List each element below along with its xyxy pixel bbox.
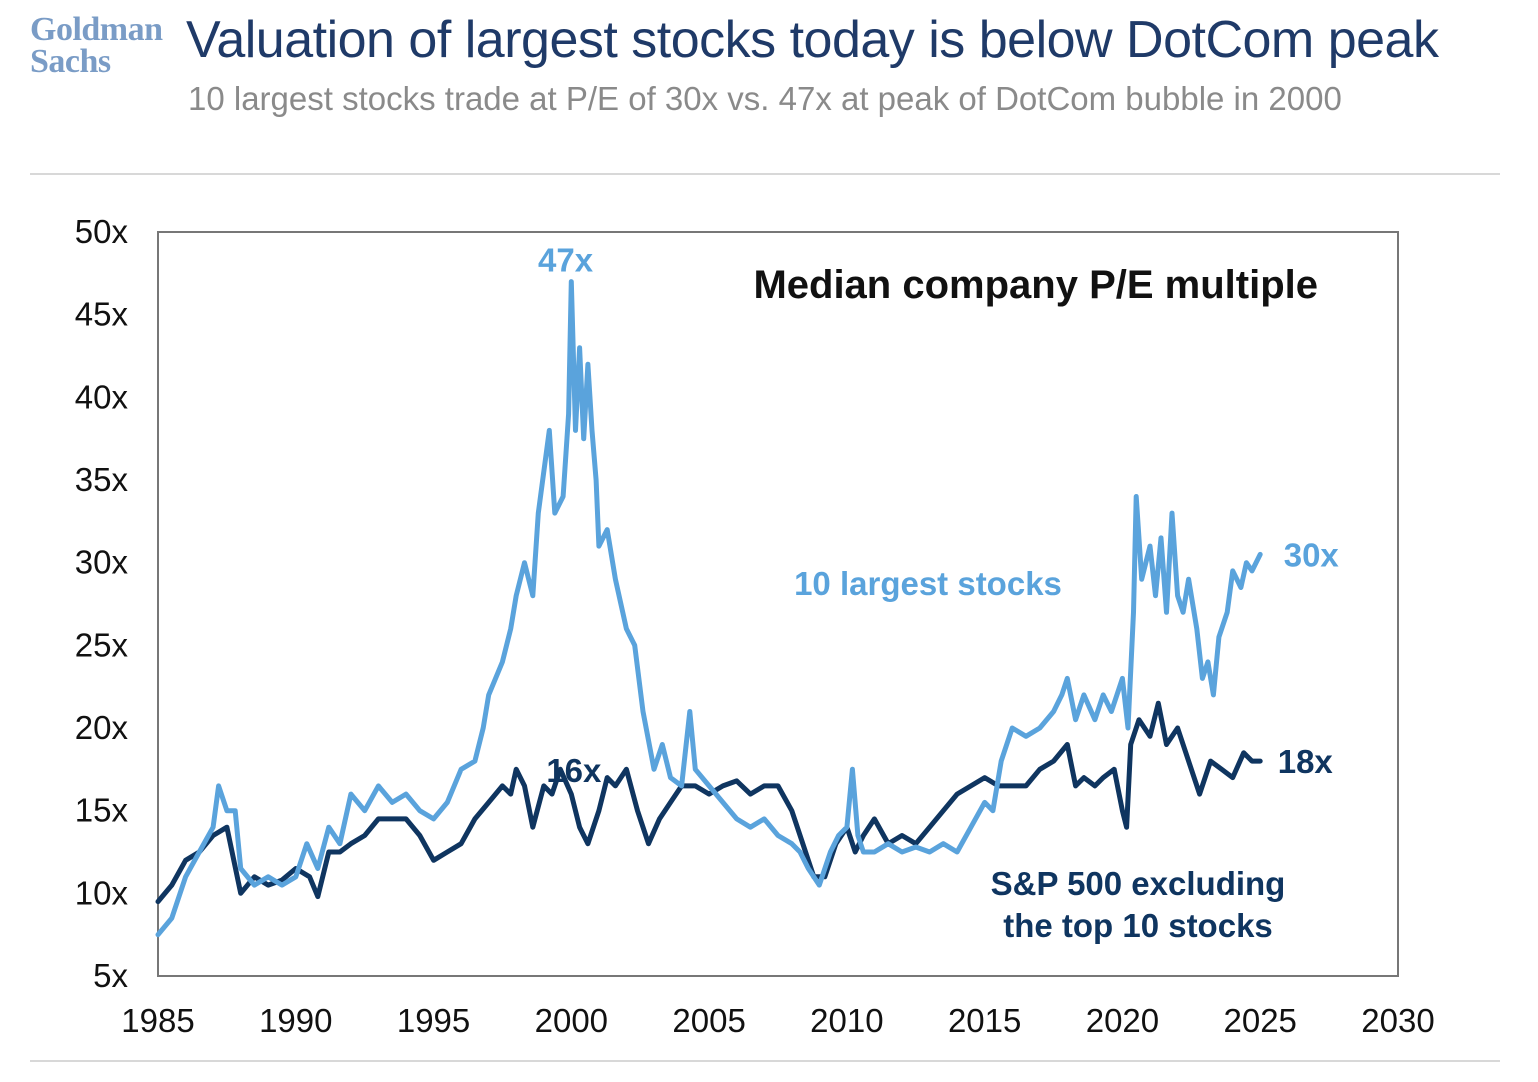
- x-tick-label: 1990: [259, 1002, 332, 1039]
- page-subtitle: 10 largest stocks trade at P/E of 30x vs…: [188, 80, 1342, 117]
- x-tick-label: 1985: [121, 1002, 194, 1039]
- series-labels: 10 largest stocks S&P 500 excluding the to…: [794, 565, 1285, 944]
- x-tick-label: 2030: [1361, 1002, 1434, 1039]
- value-annotation: 16x: [546, 752, 602, 789]
- bottom-divider: [30, 1060, 1500, 1062]
- x-tick-label: 2020: [1086, 1002, 1159, 1039]
- x-tick-label: 2005: [672, 1002, 745, 1039]
- y-tick-label: 35x: [75, 461, 129, 498]
- plot-frame: [157, 231, 1399, 977]
- y-tick-label: 40x: [75, 378, 129, 415]
- y-tick-label: 15x: [75, 792, 129, 829]
- x-tick-label: 2015: [948, 1002, 1021, 1039]
- value-annotations: 47x 16x 30x 18x: [538, 242, 1339, 789]
- x-tick-label: 2010: [810, 1002, 883, 1039]
- y-tick-label: 10x: [75, 874, 129, 911]
- y-axis-ticks: 5x 10x 15x 20x 25x 30x 35x 40x 45x 50x: [75, 213, 129, 994]
- series-label-sp500-ex-top10: S&P 500 excluding: [991, 865, 1286, 902]
- y-tick-label: 50x: [75, 213, 129, 250]
- y-tick-label: 20x: [75, 709, 129, 746]
- y-tick-label: 45x: [75, 296, 129, 333]
- value-annotation: 47x: [538, 242, 594, 279]
- y-tick-label: 30x: [75, 544, 129, 581]
- x-tick-label: 2025: [1224, 1002, 1297, 1039]
- y-tick-label: 25x: [75, 626, 129, 663]
- x-tick-label: 1995: [397, 1002, 470, 1039]
- chart-title: Median company P/E multiple: [753, 263, 1318, 307]
- top-divider: [30, 173, 1500, 175]
- logo-line-2: Sachs: [30, 43, 111, 80]
- series-lines: [155, 279, 1263, 938]
- series-label-10-largest: 10 largest stocks: [794, 565, 1062, 602]
- series-line-10-largest: [155, 279, 1263, 938]
- value-annotation: 18x: [1278, 743, 1334, 780]
- series-line-sp500-ex-top10: [155, 700, 1263, 905]
- x-axis-ticks: 1985 1990 1995 2000 2005 2010 2015 2020 2025 2030: [121, 1002, 1434, 1039]
- x-tick-label: 2000: [535, 1002, 608, 1039]
- series-label-sp500-ex-top10: the top 10 stocks: [1003, 907, 1273, 944]
- page-title: Valuation of largest stocks today is bel…: [186, 11, 1439, 69]
- goldman-sachs-logo: Goldman Sachs: [30, 11, 170, 80]
- y-tick-label: 5x: [93, 957, 128, 994]
- logo-line-1: Goldman: [30, 11, 163, 48]
- value-annotation: 30x: [1284, 536, 1340, 573]
